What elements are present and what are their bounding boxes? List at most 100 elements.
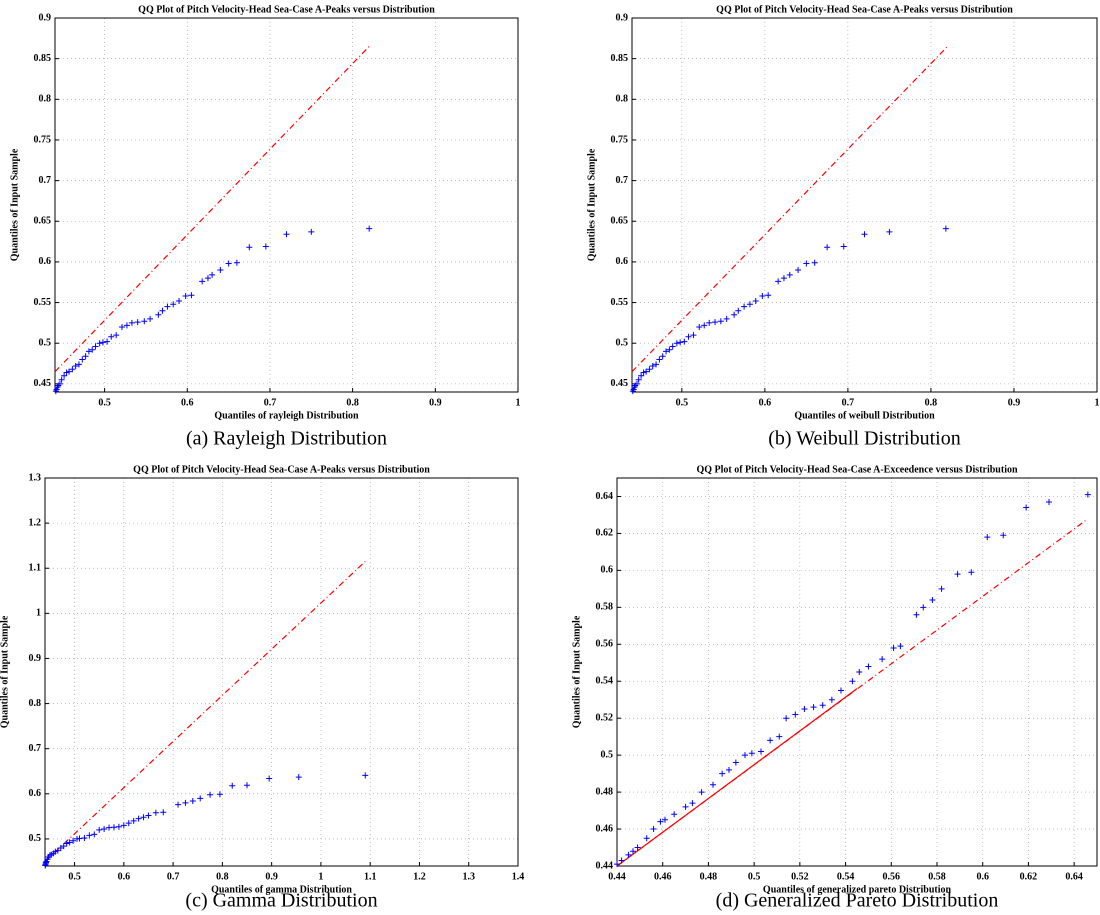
data-point bbox=[634, 844, 641, 851]
data-point bbox=[929, 596, 936, 603]
data-point bbox=[1000, 532, 1007, 539]
data-point bbox=[677, 339, 684, 346]
data-point bbox=[890, 644, 897, 651]
data-point bbox=[66, 368, 73, 375]
y-tick-label: 0.85 bbox=[34, 53, 52, 64]
y-tick-label: 0.46 bbox=[596, 823, 614, 834]
y-tick-label: 0.9 bbox=[29, 653, 42, 664]
data-point bbox=[671, 811, 678, 818]
data-point bbox=[70, 837, 77, 844]
data-point bbox=[942, 225, 949, 232]
data-point bbox=[99, 339, 106, 346]
y-tick-label: 0.65 bbox=[611, 216, 629, 227]
data-point bbox=[118, 323, 125, 330]
data-point bbox=[669, 343, 676, 350]
x-tick-label: 0.9 bbox=[265, 871, 278, 882]
data-point bbox=[1023, 504, 1030, 511]
data-point bbox=[759, 293, 766, 300]
data-point bbox=[104, 338, 111, 345]
data-point bbox=[838, 687, 844, 694]
y-tick-label: 1.1 bbox=[29, 563, 42, 574]
axes-frame bbox=[631, 17, 1098, 393]
chart-title: QQ Plot of Pitch Velocity-Head Sea-Case … bbox=[716, 4, 1013, 15]
data-point bbox=[175, 801, 182, 808]
data-point bbox=[197, 795, 204, 802]
data-point bbox=[182, 799, 189, 806]
data-point bbox=[717, 318, 724, 325]
data-point bbox=[696, 323, 703, 330]
y-tick-label: 0.45 bbox=[34, 378, 52, 389]
x-tick-label: 0.7 bbox=[264, 397, 277, 408]
data-point bbox=[824, 244, 831, 251]
data-point bbox=[145, 812, 152, 819]
data-point bbox=[120, 822, 127, 829]
data-point bbox=[710, 781, 716, 788]
x-tick-label: 0.9 bbox=[429, 397, 442, 408]
x-tick-label: 0.48 bbox=[700, 871, 718, 882]
x-tick-label: 0.7 bbox=[167, 871, 180, 882]
data-point bbox=[225, 260, 232, 267]
data-point bbox=[662, 816, 668, 823]
data-point bbox=[182, 293, 189, 300]
x-axis-label: Quantiles of weibull Distribution bbox=[794, 410, 935, 421]
data-point bbox=[861, 231, 868, 238]
x-tick-label: 0.5 bbox=[676, 397, 689, 408]
x-tick-label: 0.5 bbox=[98, 397, 111, 408]
data-point bbox=[657, 818, 664, 825]
data-point bbox=[233, 259, 240, 266]
data-point bbox=[217, 267, 224, 274]
data-point bbox=[776, 733, 783, 740]
axes-frame bbox=[616, 477, 1098, 867]
data-point bbox=[82, 353, 89, 360]
reference-line bbox=[54, 46, 370, 373]
data-point bbox=[147, 315, 154, 322]
data-point bbox=[646, 366, 653, 373]
data-point bbox=[295, 774, 302, 781]
data-point bbox=[742, 752, 748, 759]
data-point bbox=[92, 343, 99, 350]
caption: (c) Gamma Distribution bbox=[185, 890, 377, 912]
data-point bbox=[643, 368, 650, 375]
data-point bbox=[130, 817, 137, 824]
reference-line bbox=[44, 561, 366, 862]
data-point bbox=[141, 318, 148, 325]
data-point bbox=[618, 857, 625, 864]
x-tick-label: 1 bbox=[318, 871, 323, 882]
caption: (b) Weibull Distribution bbox=[768, 428, 960, 450]
x-tick-label: 1.3 bbox=[462, 871, 475, 882]
data-point bbox=[786, 271, 793, 278]
y-tick-label: 0.6 bbox=[39, 256, 52, 267]
y-tick-label: 1 bbox=[36, 608, 41, 619]
data-point bbox=[954, 571, 961, 578]
data-point bbox=[58, 376, 65, 383]
data-point bbox=[840, 243, 847, 250]
data-point bbox=[828, 696, 835, 703]
y-tick-label: 0.7 bbox=[616, 175, 629, 186]
data-point bbox=[79, 356, 86, 363]
data-point bbox=[176, 297, 183, 304]
data-point bbox=[1046, 499, 1052, 506]
y-tick-label: 0.55 bbox=[611, 297, 629, 308]
y-tick-label: 0.45 bbox=[611, 378, 629, 389]
data-point bbox=[811, 259, 818, 266]
data-point bbox=[650, 826, 657, 833]
data-point bbox=[792, 711, 799, 718]
y-tick-label: 0.9 bbox=[39, 12, 52, 23]
y-axis-label: Quantiles of Input Sample bbox=[9, 148, 20, 261]
reference-line bbox=[616, 688, 858, 867]
y-tick-label: 0.8 bbox=[39, 94, 52, 105]
reference-line bbox=[631, 46, 948, 373]
data-point bbox=[54, 847, 61, 854]
data-point bbox=[659, 353, 666, 360]
data-point bbox=[123, 322, 130, 329]
y-tick-label: 0.58 bbox=[596, 602, 614, 613]
data-point bbox=[72, 362, 79, 369]
data-point bbox=[69, 366, 76, 373]
data-point bbox=[113, 332, 120, 339]
data-point bbox=[920, 604, 927, 611]
data-point bbox=[614, 861, 620, 868]
y-tick-label: 0.62 bbox=[596, 528, 614, 539]
data-point bbox=[199, 278, 206, 285]
y-tick-label: 0.6 bbox=[616, 256, 629, 267]
